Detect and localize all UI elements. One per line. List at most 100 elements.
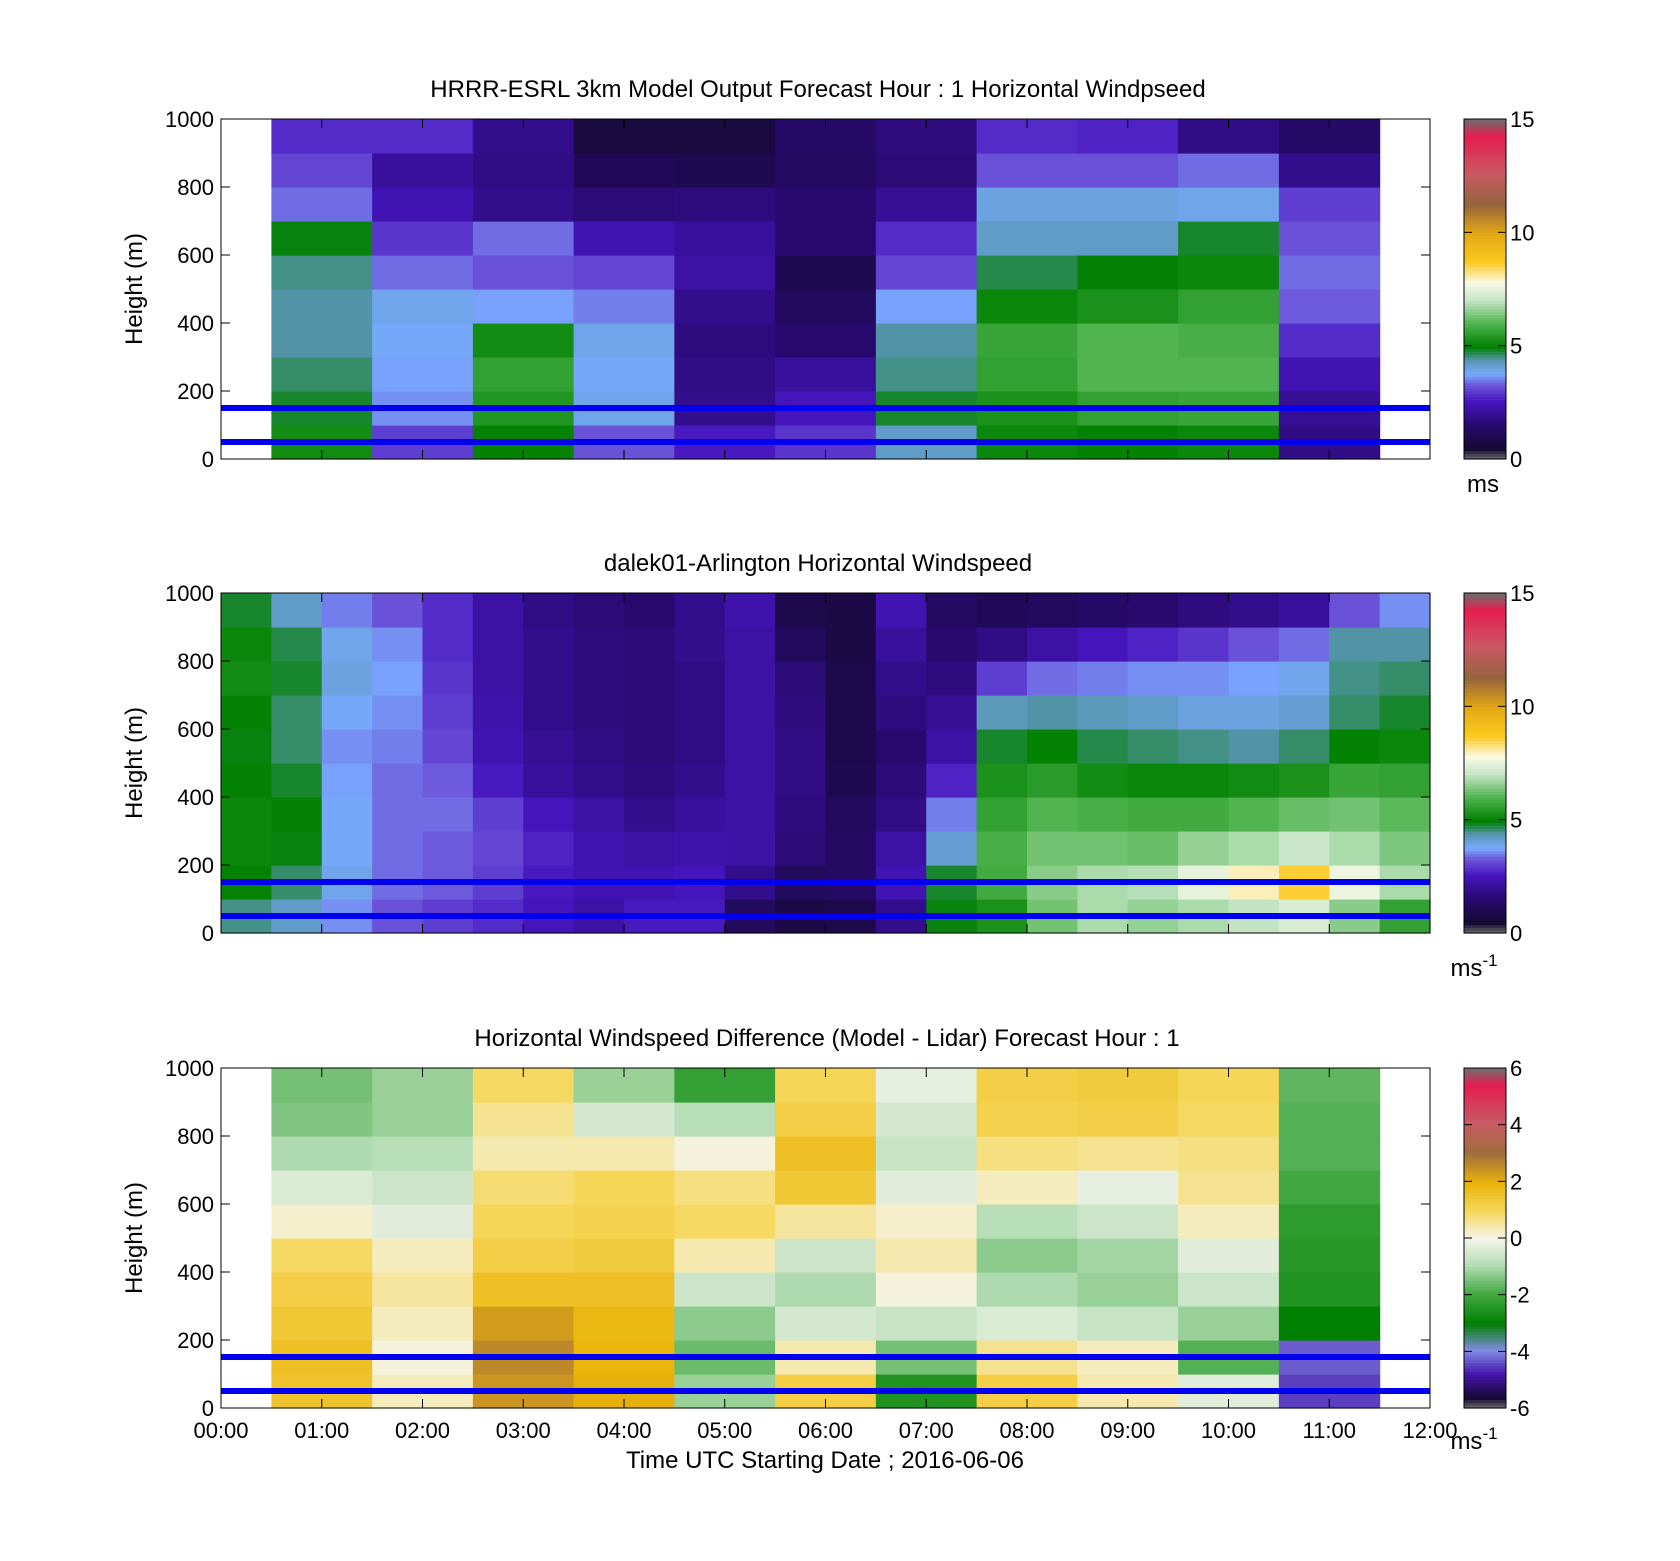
colorbar-segment (1464, 1283, 1506, 1287)
heatmap-cell (1077, 763, 1129, 798)
colorbar-segment (1464, 729, 1506, 733)
heatmap-cell (372, 1204, 474, 1239)
colorbar-segment (1464, 246, 1506, 250)
heatmap-cell (1379, 763, 1431, 798)
heatmap-cell (372, 1306, 474, 1341)
heatmap-cell (472, 661, 524, 696)
colorbar-segment (1464, 206, 1506, 211)
colorbar-segment (1464, 1252, 1506, 1256)
colorbar-segment (1464, 913, 1506, 917)
colorbar-segment (1464, 1323, 1506, 1327)
heatmap-cell (372, 1272, 474, 1307)
heatmap-cell (976, 323, 1078, 358)
colorbar-segment (1464, 907, 1506, 911)
colorbar-segment (1464, 178, 1506, 182)
colorbar-segment (1464, 641, 1506, 645)
colorbar-segment (1464, 1286, 1506, 1290)
colorbar-segment (1464, 325, 1506, 330)
heatmap-cell (1127, 729, 1179, 764)
heatmap-cell (1329, 593, 1381, 628)
colorbar-segment (1464, 831, 1506, 835)
colorbar-segment (1464, 153, 1506, 157)
colorbar-segment (1464, 238, 1506, 242)
colorbar-segment (1464, 635, 1506, 639)
heatmap-cell (472, 187, 575, 222)
colorbar-segment (1464, 1192, 1506, 1197)
heatmap-cell (825, 695, 877, 730)
heatmap-cell (976, 627, 1028, 662)
heatmap-cell (976, 831, 1028, 866)
panel-lidar-colorbar: 0 5 10 15 (1463, 581, 1534, 946)
heatmap-cell (1178, 357, 1280, 392)
y-tick-label: 400 (177, 311, 214, 336)
y-tick-label: 200 (177, 853, 214, 878)
heatmap-cell (271, 187, 373, 222)
heatmap-cell (372, 1170, 474, 1205)
colorbar-segment (1464, 850, 1506, 855)
colorbar-segment (1464, 223, 1506, 228)
colorbar-segment (1464, 780, 1506, 784)
heatmap-cell (926, 627, 978, 662)
colorbar-tick-label: 10 (1510, 694, 1534, 719)
heatmap-cell (422, 831, 474, 866)
heatmap-cell (1278, 661, 1330, 696)
colorbar-segment (1464, 170, 1506, 174)
colorbar-segment (1464, 1342, 1506, 1347)
heatmap-cell (1027, 593, 1078, 628)
colorbar-segment (1464, 121, 1506, 126)
colorbar-segment (1464, 734, 1506, 739)
colorbar-tick-label: 5 (1510, 334, 1522, 359)
colorbar-segment (1464, 427, 1506, 432)
colorbar-segment (1464, 272, 1506, 276)
heatmap-cell (221, 797, 272, 832)
panel-difference-xlabel: Time UTC Starting Date ; 2016-06-06 (626, 1447, 1024, 1474)
colorbar-segment (1464, 1337, 1506, 1341)
colorbar-segment (1464, 683, 1506, 688)
heatmap-cell (775, 289, 877, 324)
heatmap-cell (221, 593, 272, 628)
colorbar-segment (1464, 1272, 1506, 1276)
heatmap-cell (875, 255, 978, 290)
colorbar-segment (1464, 192, 1506, 197)
heatmap-cell (271, 289, 373, 324)
colorbar-segment (1464, 289, 1506, 293)
y-tick-label: 800 (177, 1124, 214, 1149)
heatmap-cell (1379, 729, 1431, 764)
x-tick-label: 11:00 (1303, 1418, 1356, 1443)
heatmap-cell (875, 1136, 978, 1171)
x-tick-label: 12:00 (1402, 1418, 1457, 1443)
colorbar-segment (1464, 697, 1506, 702)
heatmap-cell (1178, 187, 1280, 222)
heatmap-cell (674, 729, 726, 764)
heatmap-cell (372, 729, 424, 764)
heatmap-cell (221, 627, 272, 662)
colorbar-segment (1464, 808, 1506, 812)
heatmap-cell (775, 763, 827, 798)
heatmap-cell (674, 1136, 776, 1171)
colorbar-segment (1464, 286, 1506, 290)
heatmap-cell (674, 153, 776, 188)
colorbar-unit-base: ms (1450, 955, 1482, 982)
colorbar-segment (1464, 1226, 1506, 1231)
colorbar-segment (1464, 167, 1506, 171)
colorbar-segment (1464, 334, 1506, 338)
colorbar-segment (1464, 899, 1506, 903)
heatmap-cell (825, 797, 877, 832)
colorbar-segment (1464, 1345, 1506, 1350)
colorbar-segment (1464, 924, 1506, 928)
heatmap-cell (976, 289, 1078, 324)
heatmap-cell (976, 221, 1078, 256)
heatmap-cell (1278, 289, 1381, 324)
heatmap-cell (271, 627, 323, 662)
colorbar-segment (1464, 689, 1506, 693)
heatmap-cell (472, 763, 524, 798)
colorbar-segment (1464, 646, 1506, 651)
colorbar-segment (1464, 927, 1506, 931)
colorbar-segment (1464, 615, 1506, 620)
heatmap-cell (1178, 1306, 1280, 1341)
panel-lidar: dalek01-Arlington Horizontal Windspeed 0… (121, 550, 1534, 982)
heatmap-cell (472, 1102, 575, 1137)
heatmap-cell (523, 627, 575, 662)
colorbar-segment (1464, 890, 1506, 894)
heatmap-cell (1178, 1136, 1280, 1171)
